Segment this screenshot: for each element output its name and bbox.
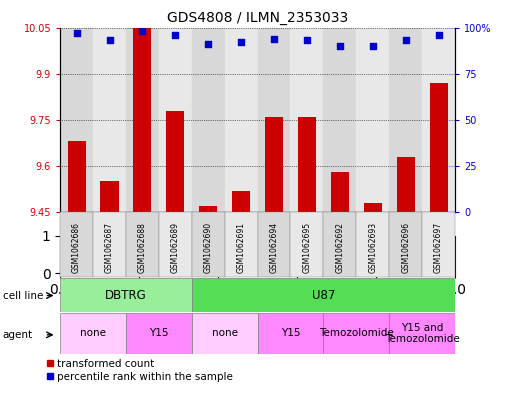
Bar (232, 191, 250, 212)
Bar (192, 28, 225, 212)
Text: cell line: cell line (3, 290, 43, 301)
Bar (257, 212, 290, 277)
Bar (199, 206, 217, 212)
Bar (429, 83, 448, 212)
Text: none: none (212, 329, 237, 338)
Bar (67, 141, 86, 212)
Bar (93, 212, 126, 277)
Point (303, 37, 311, 44)
Bar (323, 313, 389, 354)
Bar (100, 182, 119, 212)
Text: GSM1062690: GSM1062690 (204, 222, 213, 273)
Bar (93, 28, 126, 212)
Text: agent: agent (3, 330, 33, 340)
Bar (225, 28, 257, 212)
Bar (331, 172, 349, 212)
Text: DBTRG: DBTRG (105, 288, 147, 302)
Bar (290, 212, 323, 277)
Bar (389, 313, 455, 354)
Point (138, 28, 146, 34)
Bar (323, 212, 356, 277)
Text: GSM1062692: GSM1062692 (335, 222, 344, 273)
Bar (265, 117, 283, 212)
Bar (126, 28, 159, 212)
Point (369, 43, 377, 49)
Text: U87: U87 (312, 288, 335, 302)
Text: GSM1062693: GSM1062693 (368, 222, 377, 273)
Bar (192, 212, 225, 277)
Text: GSM1062688: GSM1062688 (138, 222, 147, 273)
Title: GDS4808 / ILMN_2353033: GDS4808 / ILMN_2353033 (167, 11, 348, 25)
Point (402, 37, 410, 44)
Text: GSM1062691: GSM1062691 (236, 222, 246, 273)
Text: GSM1062695: GSM1062695 (302, 222, 311, 273)
Text: GSM1062694: GSM1062694 (269, 222, 279, 273)
Bar (396, 157, 415, 212)
Bar (422, 212, 455, 277)
Bar (126, 313, 192, 354)
Text: Y15: Y15 (281, 329, 300, 338)
Point (270, 35, 278, 42)
Bar (363, 203, 382, 212)
Point (336, 43, 344, 49)
Bar (298, 117, 316, 212)
Point (435, 32, 443, 38)
Point (72, 30, 81, 36)
Bar (257, 28, 290, 212)
Bar (192, 278, 455, 312)
Bar (225, 212, 257, 277)
Bar (159, 28, 192, 212)
Bar (60, 28, 93, 212)
Bar (290, 28, 323, 212)
Text: Y15: Y15 (149, 329, 168, 338)
Bar (192, 313, 257, 354)
Bar (389, 28, 422, 212)
Bar (126, 212, 159, 277)
Bar (257, 313, 323, 354)
Point (105, 37, 113, 44)
Text: Temozolomide: Temozolomide (319, 329, 394, 338)
Text: GSM1062696: GSM1062696 (401, 222, 410, 273)
Bar (356, 28, 389, 212)
Legend: transformed count, percentile rank within the sample: transformed count, percentile rank withi… (42, 354, 237, 386)
Text: none: none (80, 329, 106, 338)
Text: Y15 and
Temozolomide: Y15 and Temozolomide (385, 323, 460, 344)
Bar (323, 28, 356, 212)
Point (171, 32, 179, 38)
Bar (60, 278, 192, 312)
Bar (133, 28, 152, 212)
Point (204, 41, 212, 47)
Text: GSM1062697: GSM1062697 (434, 222, 443, 273)
Bar (60, 313, 126, 354)
Text: GSM1062689: GSM1062689 (171, 222, 180, 273)
Bar (356, 212, 389, 277)
Bar (166, 111, 185, 212)
Bar (422, 28, 455, 212)
Text: GSM1062686: GSM1062686 (72, 222, 81, 273)
Bar (60, 212, 93, 277)
Point (237, 39, 245, 46)
Text: GSM1062687: GSM1062687 (105, 222, 114, 273)
Bar (389, 212, 422, 277)
Bar (159, 212, 192, 277)
